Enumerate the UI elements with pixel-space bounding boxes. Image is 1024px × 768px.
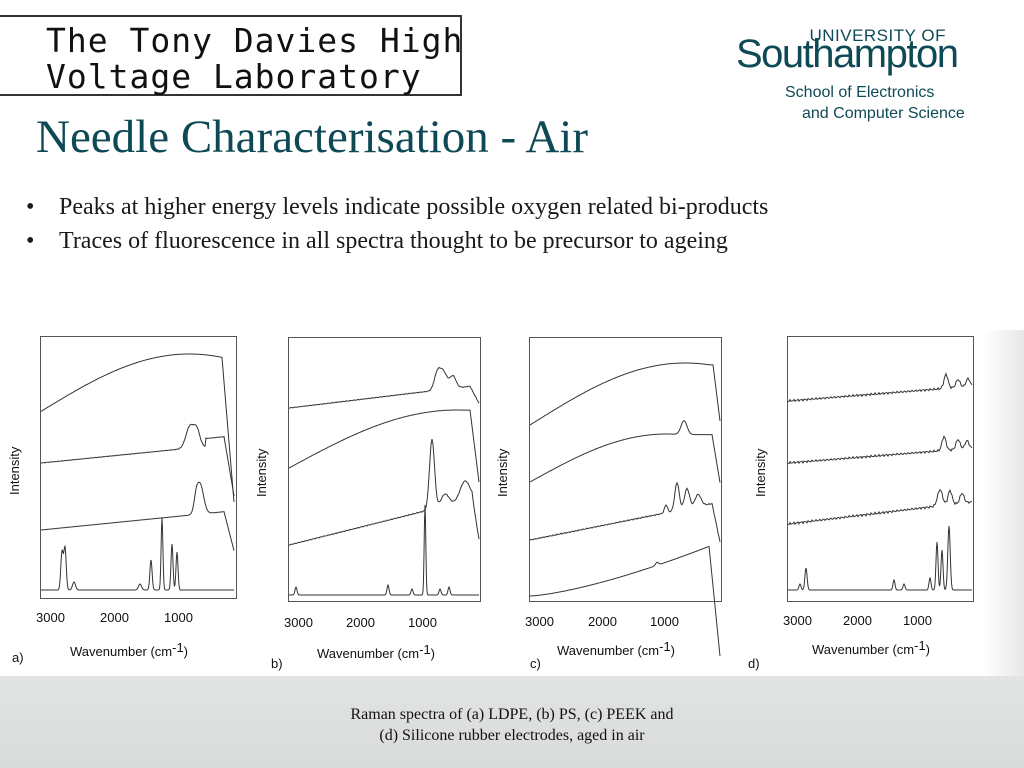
x-tick-label-b-2000: 2000 [346, 615, 375, 630]
x-axis-label-b: Wavenumber (cm-1) [317, 642, 436, 661]
panel-label-d: d) [748, 656, 760, 671]
x-tick-label-c-3000: 3000 [525, 614, 554, 629]
bullet-item: Peaks at higher energy levels indicate p… [26, 190, 926, 224]
bullet-item: Traces of fluorescence in all spectra th… [26, 224, 926, 258]
x-tick-label-a-3000: 3000 [36, 610, 65, 625]
plot-frame-b [288, 337, 481, 602]
x-tick-label-d-1000: 1000 [903, 613, 932, 628]
bullet-list: Peaks at higher energy levels indicate p… [26, 190, 926, 258]
spectrum-trace-a3 [40, 481, 235, 551]
spectrum-trace-a1 [40, 353, 235, 503]
side-fade [984, 330, 1024, 676]
figure-caption-line2: (d) Silicone rubber electrodes, aged in … [379, 727, 645, 744]
spectrum-trace-b1 [288, 366, 480, 409]
spectrum-trace-d3 [787, 488, 973, 526]
plot-frame-a [40, 336, 237, 599]
spectrum-trace-b4 [289, 504, 479, 596]
spectrum-trace-d1 [787, 372, 973, 403]
figure-caption-line1: Raman spectra of (a) LDPE, (b) PS, (c) P… [350, 706, 674, 723]
lab-name-line1: The Tony Davies High [46, 21, 464, 60]
x-axis-label-c: Wavenumber (cm-1) [557, 639, 676, 658]
panel-label-a: a) [12, 650, 24, 665]
plot-frame-c [529, 337, 722, 602]
x-tick-label-b-1000: 1000 [408, 615, 437, 630]
x-tick-label-b-3000: 3000 [284, 615, 313, 630]
logo-southampton: Southampton [736, 32, 959, 76]
spectrum-trace-c2 [529, 419, 721, 483]
x-tick-label-c-1000: 1000 [650, 614, 679, 629]
x-tick-label-d-2000: 2000 [843, 613, 872, 628]
lab-name-box: The Tony Davies High Voltage Laboratory [0, 15, 462, 96]
spectrum-trace-a4 [41, 517, 234, 591]
lab-name-line2: Voltage Laboratory [46, 57, 422, 96]
x-tick-label-a-2000: 2000 [100, 610, 129, 625]
panel-label-b: b) [271, 656, 283, 671]
y-axis-label-d: Intensity [753, 448, 768, 497]
spectrum-trace-d4 [788, 525, 972, 591]
x-axis-label-d: Wavenumber (cm-1) [812, 638, 931, 657]
x-axis-label-a: Wavenumber (cm-1) [70, 640, 189, 659]
spectrum-trace-b3 [288, 439, 480, 546]
logo-school: School of Electronics [785, 84, 935, 101]
logo-university-of: UNIVERSITY OF [809, 26, 946, 45]
spectrum-trace-a2 [40, 423, 235, 496]
footer-band [0, 676, 1024, 768]
spectrum-trace-d2 [787, 435, 973, 465]
spectrum-trace-c3 [529, 481, 721, 542]
panel-label-c: c) [530, 656, 541, 671]
slide-title: Needle Characterisation - Air [36, 111, 589, 163]
x-tick-label-a-1000: 1000 [164, 610, 193, 625]
university-logo: UNIVERSITY OF Southampton School of Elec… [736, 26, 986, 126]
spectrum-trace-c4 [530, 545, 721, 657]
x-tick-label-c-2000: 2000 [588, 614, 617, 629]
spectrum-trace-b2 [288, 409, 480, 483]
spectrum-trace-c1 [529, 362, 721, 426]
logo-department: and Computer Science [802, 105, 965, 122]
x-tick-label-d-3000: 3000 [783, 613, 812, 628]
